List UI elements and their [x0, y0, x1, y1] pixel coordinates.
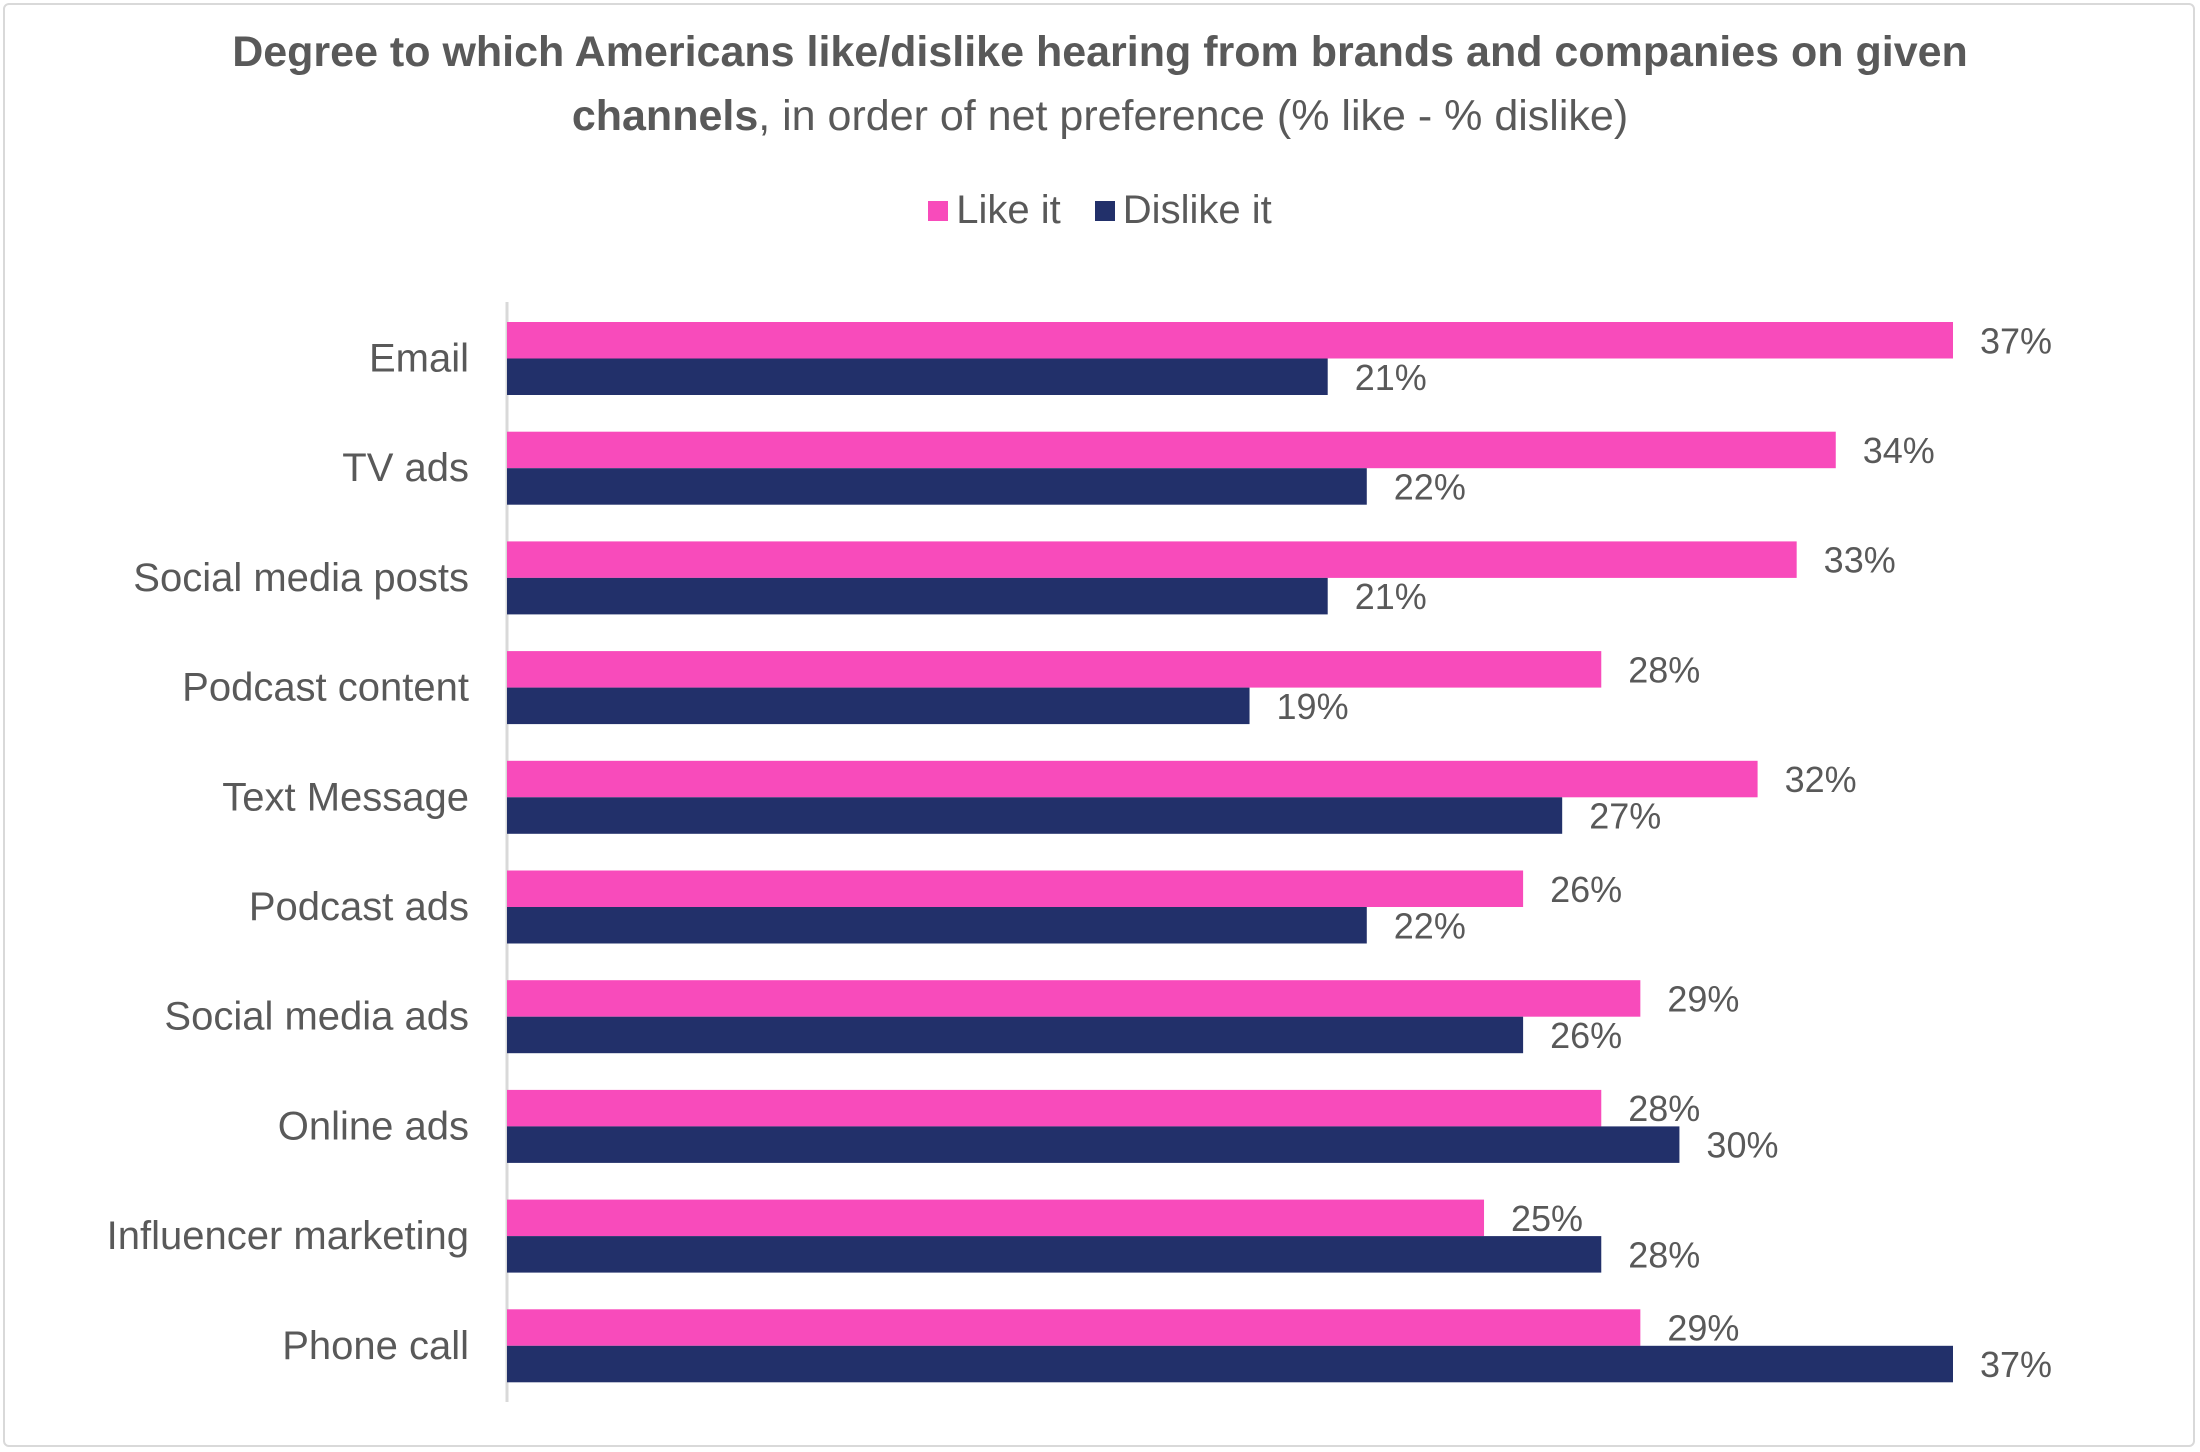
legend-label-dislike: Dislike it	[1122, 188, 1272, 232]
bar-dislike	[507, 687, 1250, 725]
bar-like	[507, 1309, 1641, 1346]
data-label-like: 28%	[1628, 1088, 1700, 1129]
title-bold-word: channels	[571, 92, 759, 140]
category-label: Text Message	[222, 775, 469, 819]
data-label-dislike: 37%	[1980, 1344, 2052, 1385]
data-label-dislike: 19%	[1277, 686, 1349, 727]
category-label: TV ads	[342, 446, 469, 490]
data-label-dislike: 27%	[1589, 796, 1661, 837]
category-label: Social media posts	[133, 556, 469, 600]
data-label-like: 29%	[1667, 1308, 1739, 1349]
legend: Like it Dislike it	[0, 188, 2200, 233]
bar-like	[507, 431, 1836, 469]
bar-dislike	[507, 797, 1563, 834]
bar-dislike	[507, 1345, 1953, 1383]
data-label-dislike: 22%	[1394, 905, 1466, 946]
bar-like	[507, 870, 1524, 907]
data-label-like: 33%	[1824, 540, 1896, 581]
bar-dislike	[507, 1236, 1602, 1273]
data-label-dislike: 30%	[1706, 1125, 1778, 1166]
data-label-like: 29%	[1667, 978, 1739, 1019]
bar-like	[507, 1199, 1485, 1237]
bar-like	[507, 541, 1797, 578]
data-label-dislike: 21%	[1355, 357, 1427, 398]
chart-title: Degree to which Americans like/dislike h…	[0, 20, 2200, 148]
data-label-dislike: 26%	[1550, 1015, 1622, 1056]
bar-dislike	[507, 1126, 1680, 1163]
bar-like	[507, 760, 1758, 798]
bar-dislike	[507, 577, 1328, 615]
legend-item-like: Like it	[928, 188, 1061, 233]
legend-swatch-dislike	[1094, 200, 1115, 221]
bar-like	[507, 1089, 1602, 1127]
title-line-1: Degree to which Americans like/dislike h…	[232, 28, 1968, 76]
category-label: Online ads	[278, 1104, 469, 1148]
legend-label-like: Like it	[956, 188, 1061, 232]
legend-item-dislike: Dislike it	[1094, 188, 1272, 233]
bar-dislike	[507, 358, 1328, 395]
title-rest: , in order of net preference (% like - %…	[758, 92, 1629, 140]
category-label: Influencer marketing	[107, 1214, 469, 1258]
category-label: Social media ads	[164, 995, 469, 1039]
bar-like	[507, 322, 1953, 359]
category-label: Podcast content	[182, 666, 469, 710]
data-label-like: 34%	[1863, 430, 1935, 471]
bar-dislike	[507, 1016, 1524, 1054]
data-label-like: 25%	[1511, 1198, 1583, 1239]
bar-like	[507, 651, 1602, 688]
category-label: Podcast ads	[249, 885, 469, 929]
bar-dislike	[507, 907, 1367, 944]
data-label-like: 28%	[1628, 649, 1700, 690]
bar-dislike	[507, 468, 1367, 505]
data-label-like: 32%	[1785, 759, 1857, 800]
data-label-dislike: 28%	[1628, 1234, 1700, 1275]
category-label: Email	[369, 337, 469, 381]
data-label-like: 37%	[1980, 320, 2052, 361]
legend-swatch-like	[928, 200, 949, 221]
bar-like	[507, 980, 1641, 1017]
data-label-dislike: 21%	[1355, 576, 1427, 617]
data-label-like: 26%	[1550, 869, 1622, 910]
data-label-dislike: 22%	[1394, 466, 1466, 507]
category-label: Phone call	[282, 1324, 469, 1368]
